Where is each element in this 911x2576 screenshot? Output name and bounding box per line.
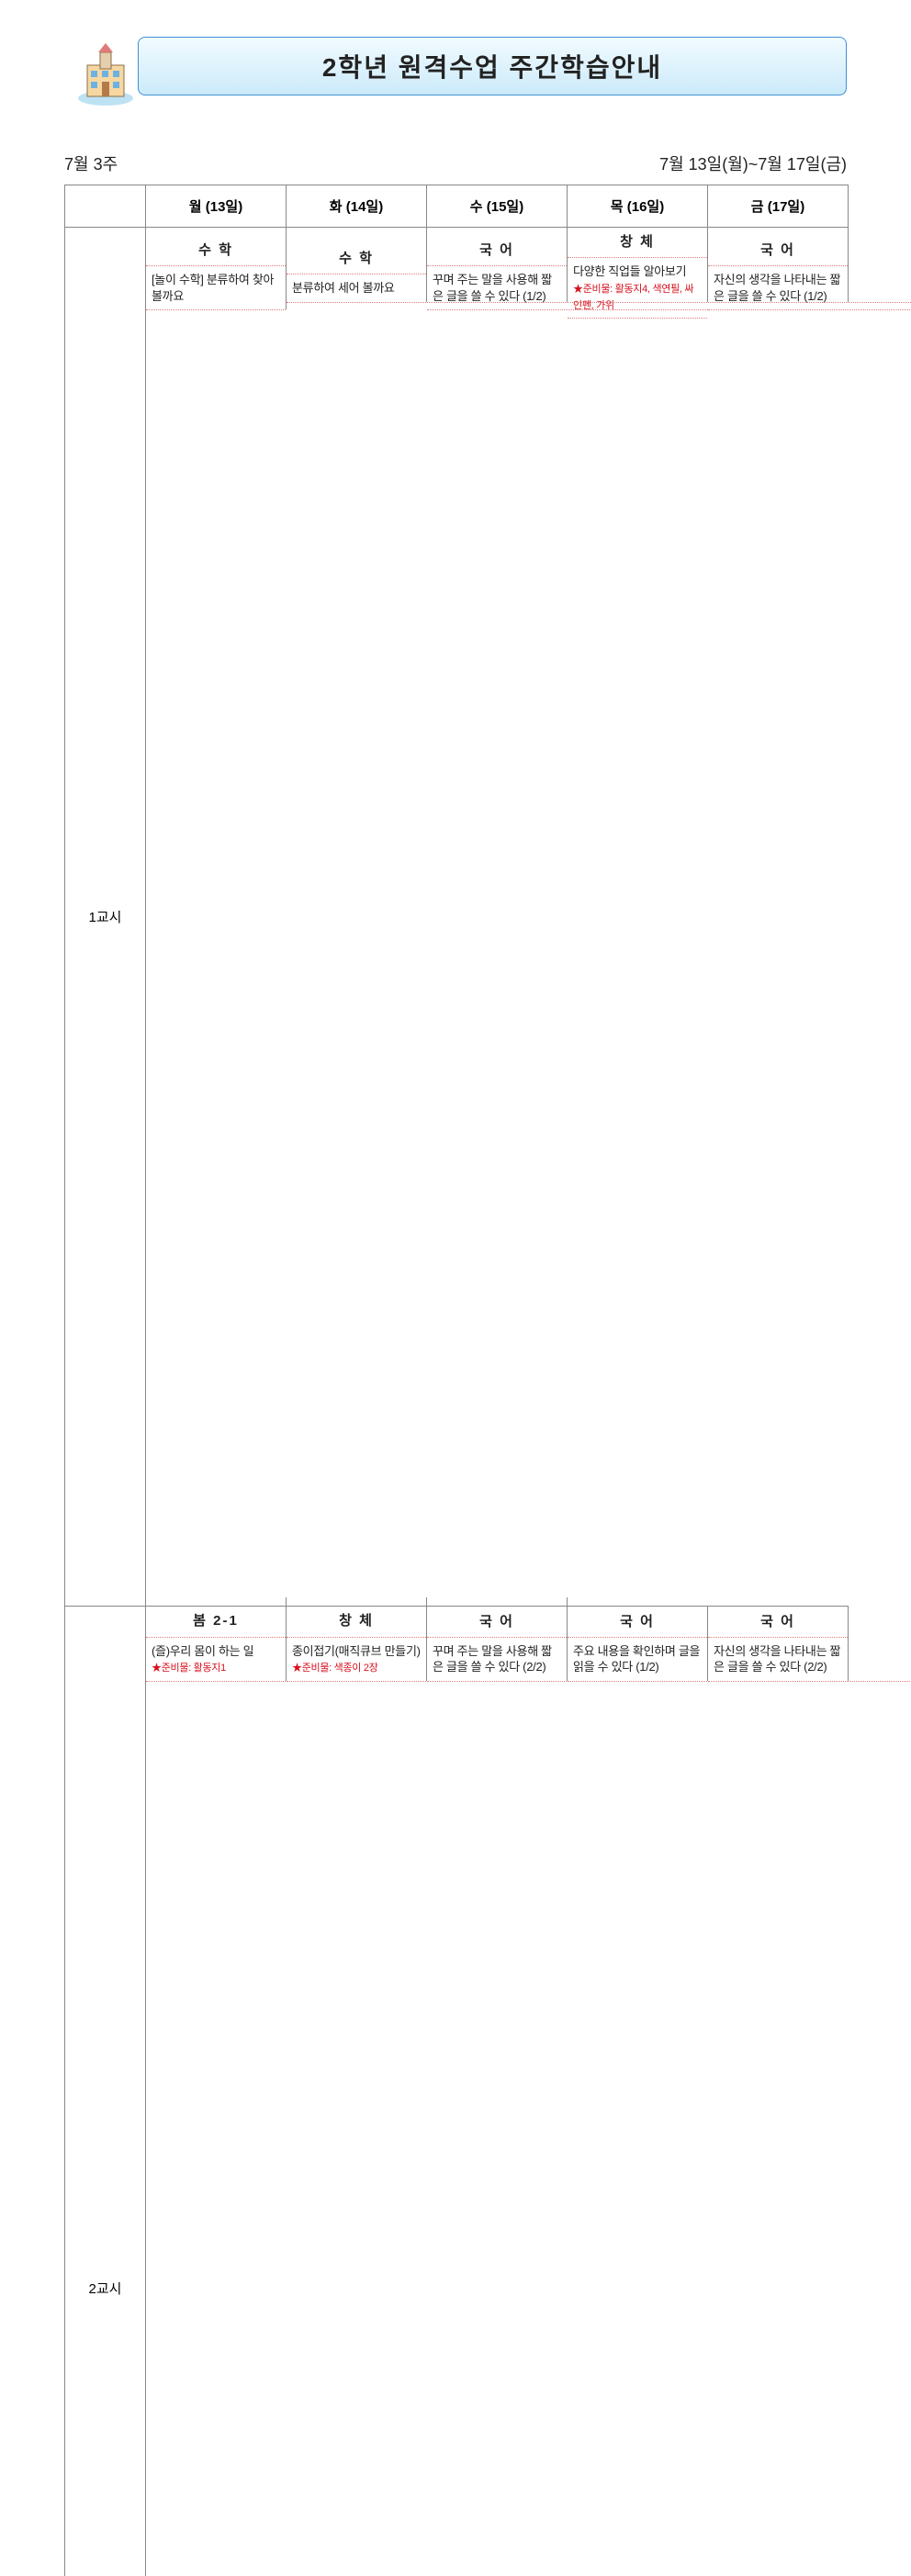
title-bar: 2학년 원격수업 주간학습안내	[138, 37, 847, 95]
day-header: 목 (16일)	[568, 185, 708, 228]
date-range: 7월 13일(월)~7월 17일(금)	[659, 151, 847, 175]
cell-description: 주요 내용을 확인하며 글을 읽을 수 있다 (1/2)	[568, 1637, 707, 1681]
day-header: 금 (17일)	[708, 185, 849, 228]
schedule-cell: 창 체다양한 직업들 알아보기★준비물: 활동지4, 색연필, 싸인펜, 가위	[568, 228, 708, 1607]
schedule-table: 월 (13일) 화 (14일) 수 (15일) 목 (16일) 금 (17일) …	[64, 185, 849, 2576]
cell-subject: 국 어	[568, 1607, 707, 1637]
day-header: 화 (14일)	[287, 185, 427, 228]
cell-subject: 국 어	[708, 1607, 848, 1637]
schedule-cell: 국 어꾸며 주는 말을 사용해 짧은 글을 쓸 수 있다 (1/2)196-19…	[427, 228, 568, 1607]
schedule-cell: 국 어꾸며 주는 말을 사용해 짧은 글을 쓸 수 있다 (2/2)196-19…	[427, 1607, 568, 2576]
schedule-cell: 국 어자신의 생각을 나타내는 짧은 글을 쓸 수 있다 (1/2)206-21…	[708, 228, 849, 1607]
cell-subject: 수 학	[287, 244, 426, 274]
cell-subject: 국 어	[427, 236, 567, 265]
header-blank	[65, 185, 146, 228]
cell-page: 206-213쪽	[708, 1681, 911, 2576]
schedule-cell: 국 어주요 내용을 확인하며 글을 읽을 수 있다 (1/2)200-205쪽	[568, 1607, 708, 2576]
cell-subject: 국 어	[427, 1607, 567, 1637]
cell-description: 자신의 생각을 나타내는 짧은 글을 쓸 수 있다 (2/2)	[708, 1637, 848, 1681]
table-header-row: 월 (13일) 화 (14일) 수 (15일) 목 (16일) 금 (17일)	[65, 185, 849, 228]
page-title: 2학년 원격수업 주간학습안내	[322, 48, 662, 84]
cell-description: 종이접기(매직큐브 만들기)★준비물: 색종이 2장	[287, 1637, 426, 1681]
subtitle-row: 7월 3주 7월 13일(월)~7월 17일(금)	[64, 151, 847, 175]
cell-prep: ★준비물: 활동지4, 색연필, 싸인펜, 가위	[573, 284, 693, 311]
schedule-cell: 수 학분류하여 세어 볼까요130-133(78-79)쪽	[287, 228, 427, 1607]
cell-prep: ★준비물: 색종이 2장	[292, 1663, 378, 1674]
cell-prep: ★준비물: 활동지1	[152, 1663, 226, 1674]
cell-description: 다양한 직업들 알아보기★준비물: 활동지4, 색연필, 싸인펜, 가위	[568, 257, 707, 318]
cell-description: 꾸며 주는 말을 사용해 짧은 글을 쓸 수 있다 (1/2)	[427, 265, 567, 309]
week-label: 7월 3주	[64, 151, 118, 175]
cell-page: 206-213쪽	[708, 309, 911, 1597]
cell-subject: 국 어	[708, 236, 848, 265]
schedule-cell: 국 어자신의 생각을 나타내는 짧은 글을 쓸 수 있다 (2/2)206-21…	[708, 1607, 849, 2576]
schedule-cell: 봄 2-1(즐)우리 몸이 하는 일★준비물: 활동지120-21쪽	[146, 1607, 287, 2576]
cell-subject: 창 체	[287, 1607, 426, 1636]
cell-description: 꾸며 주는 말을 사용해 짧은 글을 쓸 수 있다 (2/2)	[427, 1637, 567, 1681]
cell-description: (즐)우리 몸이 하는 일★준비물: 활동지1	[146, 1637, 286, 1681]
day-header: 수 (15일)	[427, 185, 568, 228]
period-label: 1교시	[65, 228, 146, 1607]
day-header: 월 (13일)	[146, 185, 287, 228]
school-icon	[73, 34, 138, 107]
cell-description: 분류하여 세어 볼까요	[287, 274, 426, 302]
table-row: 2교시봄 2-1(즐)우리 몸이 하는 일★준비물: 활동지120-21쪽창 체…	[65, 1607, 849, 2576]
page-header: 2학년 원격수업 주간학습안내	[64, 41, 847, 133]
cell-subject: 봄 2-1	[146, 1607, 286, 1636]
cell-description: [놀이 수학] 분류하여 찾아볼까요	[146, 265, 286, 309]
schedule-cell: 수 학[놀이 수학] 분류하여 찾아볼까요128-129쪽	[146, 228, 287, 1607]
table-row: 1교시수 학[놀이 수학] 분류하여 찾아볼까요128-129쪽수 학분류하여 …	[65, 228, 849, 1607]
cell-description: 자신의 생각을 나타내는 짧은 글을 쓸 수 있다 (1/2)	[708, 265, 848, 309]
schedule-cell: 창 체종이접기(매직큐브 만들기)★준비물: 색종이 2장	[287, 1607, 427, 2576]
cell-subject: 창 체	[568, 228, 707, 257]
cell-subject: 수 학	[146, 236, 286, 265]
period-label: 2교시	[65, 1607, 146, 2576]
